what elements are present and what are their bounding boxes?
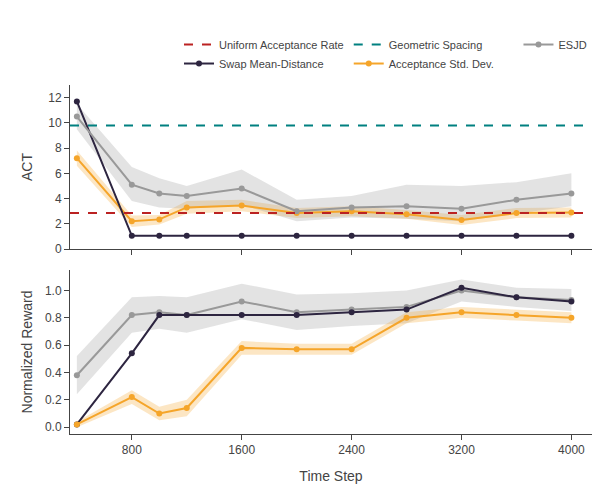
svg-text:Uniform Acceptance Rate: Uniform Acceptance Rate [219, 39, 344, 51]
svg-text:2400: 2400 [338, 443, 365, 457]
svg-text:Time Step: Time Step [299, 468, 362, 484]
svg-text:2: 2 [55, 217, 62, 231]
svg-text:Swap Mean-Distance: Swap Mean-Distance [219, 58, 324, 70]
svg-text:800: 800 [122, 443, 142, 457]
svg-text:Geometric Spacing: Geometric Spacing [389, 39, 483, 51]
svg-text:0.6: 0.6 [45, 338, 62, 352]
svg-text:12: 12 [48, 91, 62, 105]
svg-text:8: 8 [55, 141, 62, 155]
svg-text:ESJD: ESJD [558, 39, 586, 51]
svg-text:0.4: 0.4 [45, 366, 62, 380]
svg-text:10: 10 [48, 116, 62, 130]
svg-text:4000: 4000 [558, 443, 585, 457]
svg-text:6: 6 [55, 167, 62, 181]
svg-text:0.8: 0.8 [45, 311, 62, 325]
svg-text:4: 4 [55, 192, 62, 206]
svg-text:3200: 3200 [448, 443, 475, 457]
svg-text:0.0: 0.0 [45, 420, 62, 434]
svg-text:1600: 1600 [228, 443, 255, 457]
svg-text:ACT: ACT [19, 153, 35, 181]
svg-text:1.0: 1.0 [45, 284, 62, 298]
svg-text:0.2: 0.2 [45, 393, 62, 407]
svg-text:Normalized Reward: Normalized Reward [19, 291, 35, 414]
svg-text:0: 0 [55, 242, 62, 256]
svg-text:Acceptance Std. Dev.: Acceptance Std. Dev. [389, 58, 494, 70]
